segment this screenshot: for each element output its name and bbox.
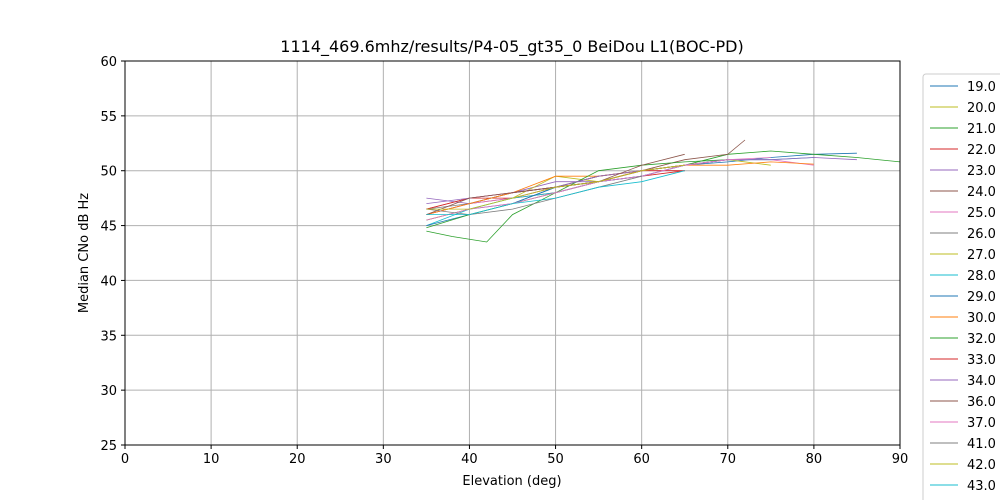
legend-label: 41.0 [967,437,996,452]
legend-label: 33.0 [967,353,996,368]
x-tick-label: 50 [547,452,564,467]
legend-label: 29.0 [967,290,996,305]
y-tick-label: 30 [100,384,117,399]
legend-label: 23.0 [967,164,996,179]
legend-label: 43.0 [967,479,996,494]
y-tick-label: 35 [100,329,117,344]
legend-label: 36.0 [967,395,996,410]
series-line-43.0 [426,170,685,216]
x-tick-label: 10 [203,452,220,467]
x-tick-label: 20 [289,452,306,467]
x-tick-label: 90 [892,452,909,467]
legend-label: 30.0 [967,311,996,326]
legend-label: 19.0 [967,80,996,95]
x-tick-label: 30 [375,452,392,467]
legend-label: 26.0 [967,227,996,242]
y-tick-label: 45 [100,220,117,235]
legend-label: 27.0 [967,248,996,263]
legend-label: 37.0 [967,416,996,431]
legend-box [922,73,1000,500]
legend: 19.0 20.0 21.0 22.0 23.0 24.0 25.0 26.0 27.0 28.0… [922,73,1000,500]
series-lines [426,139,901,243]
legend-label: 21.0 [967,122,996,137]
chart-title: 1114_469.6mhz/results/P4-05_gt35_0 BeiDo… [280,37,743,57]
x-axis-ticks: 0 10 20 30 40 50 60 70 80 90 [121,445,908,467]
x-tick-label: 40 [461,452,478,467]
legend-label: 32.0 [967,332,996,347]
legend-label: 42.0 [967,458,996,473]
plot-frame [124,60,901,446]
legend-label: 24.0 [967,185,996,200]
y-tick-label: 50 [100,165,117,180]
legend-label: 22.0 [967,143,996,158]
y-axis-label: Median CNo dB Hz [77,193,92,313]
legend-label: 25.0 [967,206,996,221]
series-line-41.0 [426,175,642,216]
y-tick-label: 25 [100,439,117,454]
x-tick-label: 60 [633,452,650,467]
series-line-42.0 [426,164,685,210]
legend-label: 34.0 [967,374,996,389]
x-tick-label: 0 [121,452,129,467]
y-tick-label: 55 [100,110,117,125]
x-axis-label: Elevation (deg) [462,474,561,489]
y-axis-ticks: 25 30 35 40 45 50 55 60 [100,55,125,454]
y-tick-label: 40 [100,274,117,289]
x-tick-label: 80 [806,452,823,467]
legend-label: 20.0 [967,101,996,116]
y-tick-label: 60 [100,55,117,70]
legend-label: 28.0 [967,269,996,284]
x-tick-label: 70 [720,452,737,467]
